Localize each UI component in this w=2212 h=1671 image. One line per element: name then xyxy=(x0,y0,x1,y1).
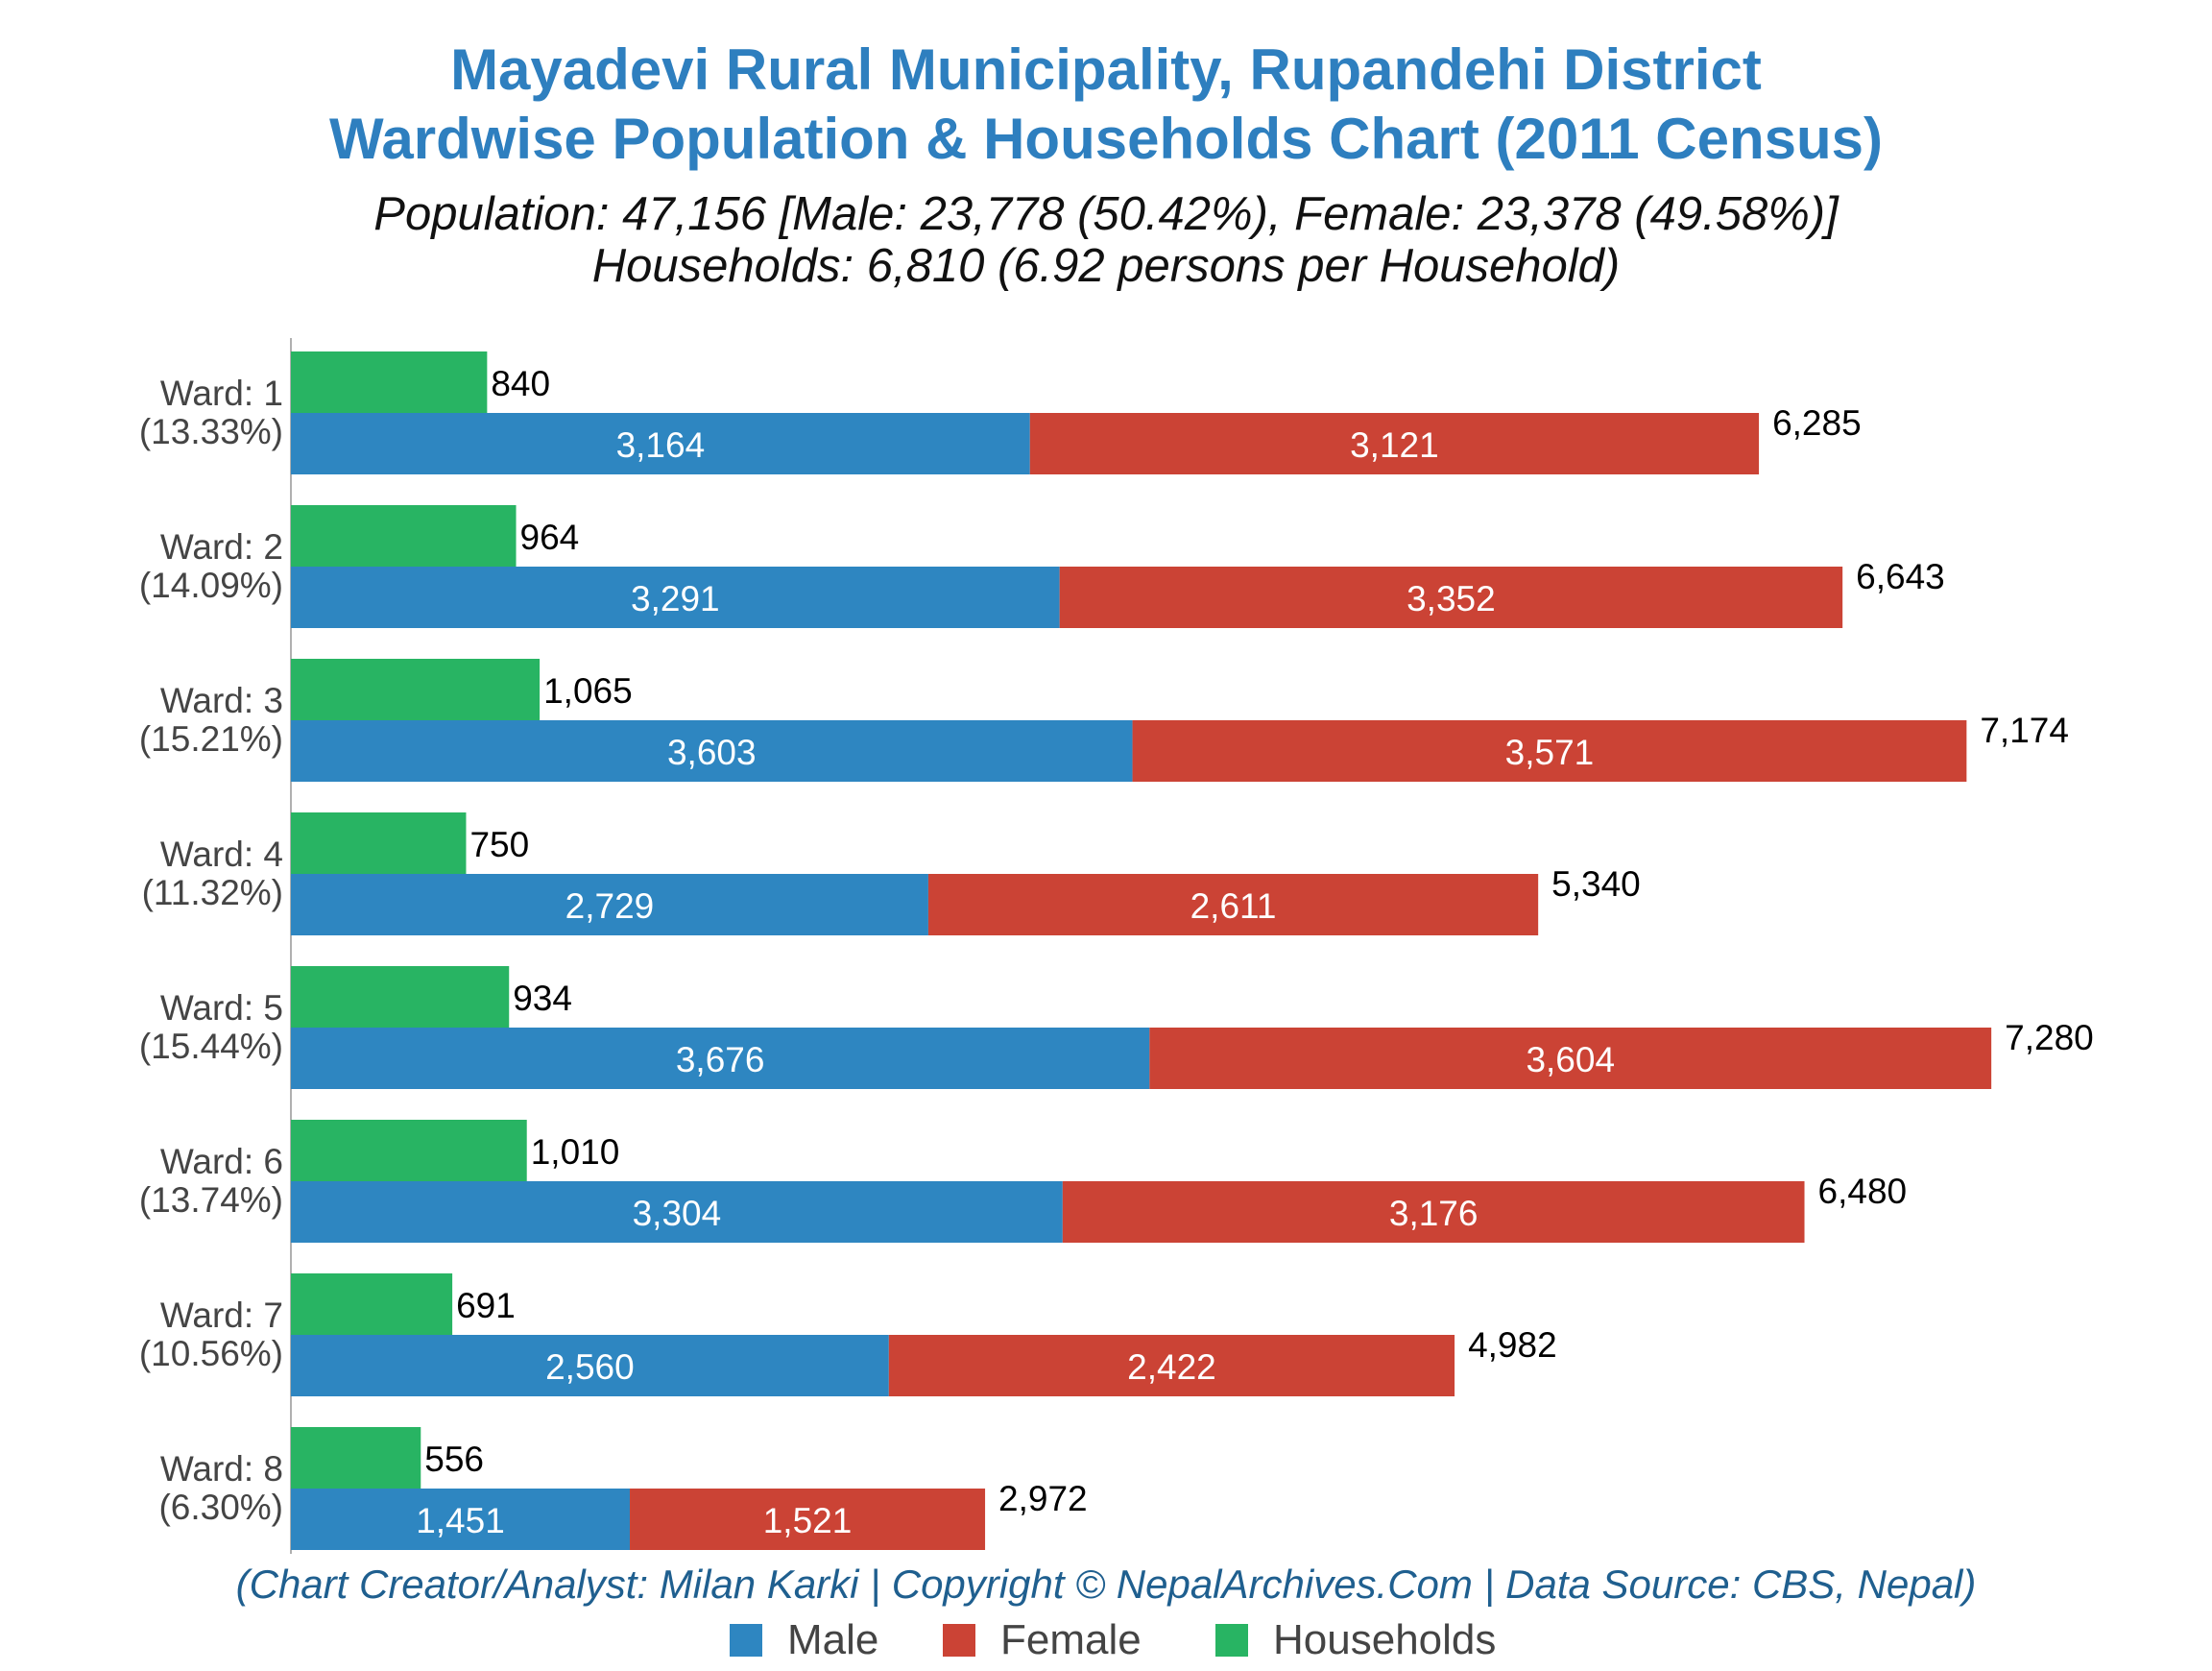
male-bar-ward-4 xyxy=(291,874,928,935)
ward-label-6: Ward: 6 xyxy=(160,1142,283,1181)
ward-percentage-8: (6.30%) xyxy=(158,1488,283,1527)
households-label-ward-3: 1,065 xyxy=(543,671,633,711)
chart-title-line-1: Mayadevi Rural Municipality, Rupandehi D… xyxy=(450,37,1762,102)
ward-label-4: Ward: 4 xyxy=(160,835,283,874)
households-bar-ward-1 xyxy=(291,351,488,413)
male-label-ward-4: 2,729 xyxy=(565,886,655,926)
legend-female-label: Female xyxy=(1000,1616,1142,1663)
households-bar-ward-6 xyxy=(291,1120,527,1181)
ward-percentage-4: (11.32%) xyxy=(142,873,283,912)
female-bar-ward-8 xyxy=(630,1489,986,1550)
households-label-ward-4: 750 xyxy=(469,825,529,864)
male-bar-ward-8 xyxy=(291,1489,631,1550)
female-label-ward-7: 2,422 xyxy=(1127,1347,1216,1387)
female-bar-ward-1 xyxy=(1029,413,1760,474)
ward-percentage-7: (10.56%) xyxy=(139,1334,283,1373)
ward-label-8: Ward: 8 xyxy=(160,1449,283,1489)
male-bar-ward-2 xyxy=(291,567,1060,628)
ward-label-5: Ward: 5 xyxy=(160,988,283,1028)
total-label-ward-5: 7,280 xyxy=(2005,1018,2094,1057)
legend-households-label: Households xyxy=(1273,1616,1497,1663)
legend-households-swatch xyxy=(1215,1624,1248,1657)
chart-subtitle-line-2: Households: 6,810 (6.92 persons per Hous… xyxy=(591,240,1621,292)
total-label-ward-4: 5,340 xyxy=(1551,864,1641,904)
female-label-ward-1: 3,121 xyxy=(1350,425,1439,465)
male-bar-ward-6 xyxy=(291,1181,1063,1243)
male-label-ward-3: 3,603 xyxy=(667,733,757,772)
ward-percentage-1: (13.33%) xyxy=(139,412,283,451)
female-bar-ward-2 xyxy=(1059,567,1843,628)
total-label-ward-3: 7,174 xyxy=(1980,711,2069,750)
male-bar-ward-5 xyxy=(291,1028,1150,1089)
total-label-ward-2: 6,643 xyxy=(1856,557,1945,596)
legend-male-label: Male xyxy=(787,1616,879,1663)
female-bar-ward-6 xyxy=(1062,1181,1805,1243)
households-label-ward-8: 556 xyxy=(424,1440,484,1479)
female-bar-ward-4 xyxy=(927,874,1539,935)
male-bar-ward-1 xyxy=(291,413,1030,474)
total-label-ward-1: 6,285 xyxy=(1772,403,1862,443)
ward-percentage-3: (15.21%) xyxy=(139,719,283,759)
total-label-ward-7: 4,982 xyxy=(1468,1325,1557,1365)
ward-percentage-2: (14.09%) xyxy=(139,566,283,605)
chart-subtitle-line-1: Population: 47,156 [Male: 23,778 (50.42%… xyxy=(373,188,1839,240)
households-bar-ward-4 xyxy=(291,812,467,874)
ward-label-1: Ward: 1 xyxy=(160,374,283,413)
female-label-ward-4: 2,611 xyxy=(1190,886,1277,926)
households-bar-ward-7 xyxy=(291,1273,453,1335)
legend-male-swatch xyxy=(730,1624,762,1657)
female-label-ward-6: 3,176 xyxy=(1389,1194,1479,1233)
male-bar-ward-7 xyxy=(291,1335,889,1396)
chart-credit: (Chart Creator/Analyst: Milan Karki | Co… xyxy=(235,1562,1977,1607)
households-label-ward-5: 934 xyxy=(513,979,572,1018)
male-label-ward-7: 2,560 xyxy=(545,1347,635,1387)
chart-title-line-2: Wardwise Population & Households Chart (… xyxy=(328,107,1884,171)
ward-label-2: Ward: 2 xyxy=(160,527,283,567)
female-label-ward-8: 1,521 xyxy=(763,1501,853,1540)
male-label-ward-2: 3,291 xyxy=(631,579,720,618)
legend-male: Male xyxy=(730,1616,878,1664)
households-label-ward-2: 964 xyxy=(520,518,580,557)
ward-percentage-5: (15.44%) xyxy=(139,1027,283,1066)
households-bar-ward-5 xyxy=(291,966,510,1028)
male-label-ward-6: 3,304 xyxy=(633,1194,722,1233)
households-label-ward-7: 691 xyxy=(456,1286,516,1325)
male-label-ward-8: 1,451 xyxy=(416,1501,505,1540)
households-bar-ward-3 xyxy=(291,659,541,720)
households-bar-ward-2 xyxy=(291,505,517,567)
female-bar-ward-7 xyxy=(888,1335,1455,1396)
female-label-ward-3: 3,571 xyxy=(1505,733,1595,772)
female-bar-ward-3 xyxy=(1132,720,1967,782)
legend-households: Households xyxy=(1215,1616,1496,1664)
total-label-ward-8: 2,972 xyxy=(998,1479,1088,1518)
ward-label-7: Ward: 7 xyxy=(160,1296,283,1335)
legend-female: Female xyxy=(943,1616,1142,1664)
legend-female-swatch xyxy=(943,1624,975,1657)
male-bar-ward-3 xyxy=(291,720,1133,782)
ward-percentage-6: (13.74%) xyxy=(139,1180,283,1220)
households-bar-ward-8 xyxy=(291,1427,421,1489)
total-label-ward-6: 6,480 xyxy=(1818,1172,1908,1211)
female-label-ward-2: 3,352 xyxy=(1407,579,1496,618)
households-label-ward-6: 1,010 xyxy=(531,1132,620,1172)
households-label-ward-1: 840 xyxy=(491,364,550,403)
ward-label-3: Ward: 3 xyxy=(160,681,283,720)
female-bar-ward-5 xyxy=(1149,1028,1992,1089)
male-label-ward-1: 3,164 xyxy=(616,425,706,465)
female-label-ward-5: 3,604 xyxy=(1526,1040,1615,1079)
male-label-ward-5: 3,676 xyxy=(676,1040,765,1079)
